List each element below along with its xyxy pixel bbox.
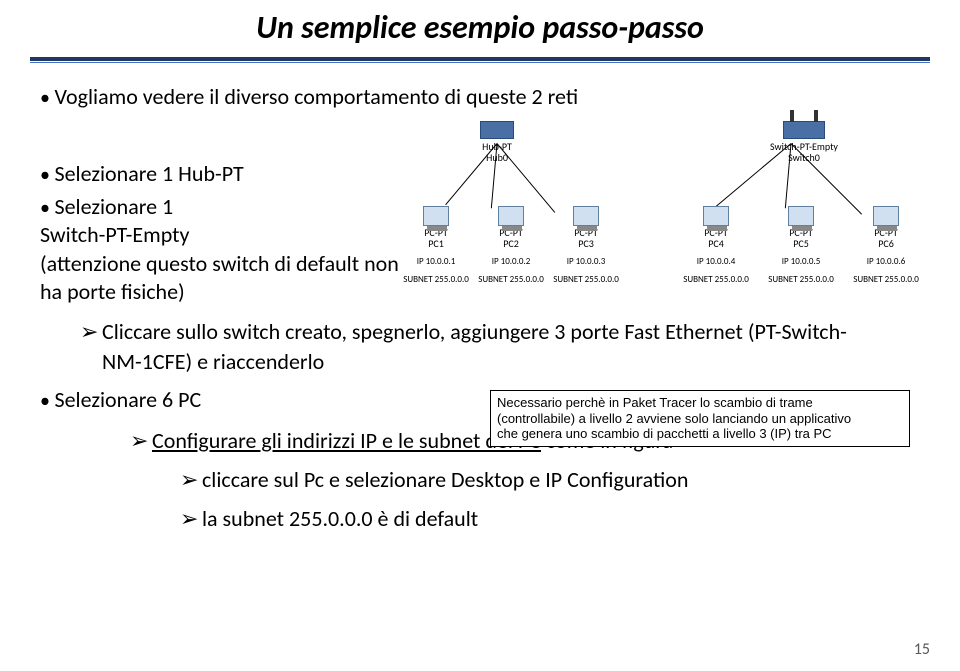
pc-subnet: SUBNET 255.0.0.0 — [550, 275, 622, 285]
pc-subnet: SUBNET 255.0.0.0 — [765, 275, 837, 285]
hub-label2: Hub0 — [480, 152, 514, 163]
pc-icon — [498, 206, 524, 226]
pc-icon — [573, 206, 599, 226]
slide-number: 15 — [914, 640, 930, 659]
intro-bullet: Vogliamo vedere il diverso comportamento… — [40, 83, 930, 110]
pc-id: PC6 — [850, 238, 922, 249]
arrow-4: la subnet 255.0.0.0 è di default — [180, 505, 930, 532]
bullet-2-text: Selezionare 1 — [54, 193, 173, 220]
pc-icon — [873, 206, 899, 226]
note-l2: (controllabile) a livello 2 avviene solo… — [497, 411, 903, 427]
arrow-1: Cliccare sullo switch creato, spegnerlo,… — [80, 317, 860, 376]
pc-id: PC3 — [550, 238, 622, 249]
pc-subnet: SUBNET 255.0.0.0 — [680, 275, 752, 285]
pc-icon — [423, 206, 449, 226]
pc-id: PC1 — [400, 238, 472, 249]
bullet-1: Selezionare 1 Hub-PT — [40, 160, 400, 189]
pc-device-3: PC-PTPC3IP 10.0.0.3SUBNET 255.0.0.0 — [550, 206, 622, 285]
note-l3: che genera uno scambio di pacchetti a li… — [497, 426, 903, 442]
pc-subnet: SUBNET 255.0.0.0 — [400, 275, 472, 285]
slide-title: Un semplice esempio passo-passo — [0, 0, 960, 47]
pc-id: PC2 — [475, 238, 547, 249]
pc-device-4: PC-PTPC4IP 10.0.0.4SUBNET 255.0.0.0 — [680, 206, 752, 285]
pc-id: PC5 — [765, 238, 837, 249]
switch-device: Switch-PT-Empty Switch0 — [770, 121, 838, 163]
pc-device-5: PC-PTPC5IP 10.0.0.5SUBNET 255.0.0.0 — [765, 206, 837, 285]
pc-id: PC4 — [680, 238, 752, 249]
pc-ip: IP 10.0.0.4 — [680, 257, 752, 267]
arrow-3: cliccare sul Pc e selezionare Desktop e … — [180, 466, 930, 493]
network-diagram: Hub-PT Hub0 Switch-PT-Empty Switch0 PC-P… — [400, 121, 940, 321]
content-area: Vogliamo vedere il diverso comportamento… — [0, 63, 960, 532]
switch-label2: Switch0 — [770, 152, 838, 163]
pc-device-2: PC-PTPC2IP 10.0.0.2SUBNET 255.0.0.0 — [475, 206, 547, 285]
pc-ip: IP 10.0.0.6 — [850, 257, 922, 267]
pc-ip: IP 10.0.0.5 — [765, 257, 837, 267]
note-l1: Necessario perchè in Paket Tracer lo sca… — [497, 395, 903, 411]
pc-ip: IP 10.0.0.1 — [400, 257, 472, 267]
switch-icon — [783, 121, 825, 139]
hub-device: Hub-PT Hub0 — [480, 121, 514, 163]
left-bullet-block: Selezionare 1 Hub-PT Selezionare 1 Switc… — [30, 160, 400, 307]
pc-device-6: PC-PTPC6IP 10.0.0.6SUBNET 255.0.0.0 — [850, 206, 922, 285]
pc-ip: IP 10.0.0.3 — [550, 257, 622, 267]
pc-icon — [703, 206, 729, 226]
pc-ip: IP 10.0.0.2 — [475, 257, 547, 267]
pc-device-1: PC-PTPC1IP 10.0.0.1SUBNET 255.0.0.0 — [400, 206, 472, 285]
note-box: Necessario perchè in Paket Tracer lo sca… — [490, 390, 910, 447]
pc-icon — [788, 206, 814, 226]
bullet-2c-text: (attenzione questo switch di default non… — [40, 250, 399, 306]
hub-icon — [480, 121, 514, 139]
bullet-2b-text: Switch-PT-Empty — [40, 221, 190, 248]
bullet-2: Selezionare 1 Switch-PT-Empty (attenzion… — [40, 193, 400, 307]
pc-subnet: SUBNET 255.0.0.0 — [850, 275, 922, 285]
pc-subnet: SUBNET 255.0.0.0 — [475, 275, 547, 285]
arrow-2-underlined: Configurare gli indirizzi IP e le subnet… — [152, 427, 541, 454]
